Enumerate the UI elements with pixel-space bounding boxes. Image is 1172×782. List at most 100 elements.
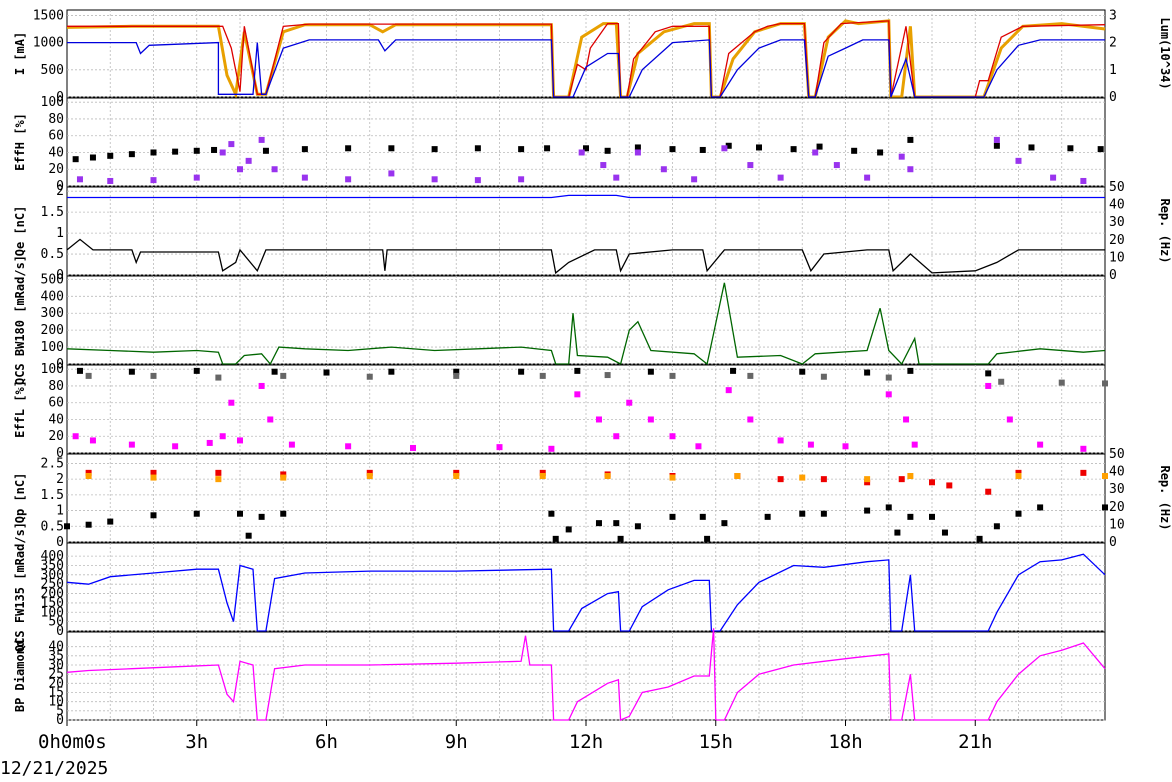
data-point-eff_black: [345, 145, 352, 152]
data-point-qp_orange: [669, 474, 676, 481]
data-point-eff_purple: [833, 162, 840, 169]
y-tick-label: 35: [48, 649, 64, 664]
data-point-eff_black: [790, 146, 797, 153]
data-point-eff_purple: [721, 145, 728, 152]
data-point-qp_red: [864, 479, 871, 486]
y-right-tick-label: 0: [1109, 535, 1117, 550]
y-right-tick-label: 3: [1109, 8, 1117, 23]
series-line-eff_black: [66, 238, 1105, 275]
y-tick-label: 50: [48, 615, 64, 630]
data-point-eff_purple: [1050, 174, 1057, 181]
data-point-eff_grey: [453, 372, 460, 379]
data-point-eff_black: [64, 523, 70, 530]
data-point-qp_red: [1015, 469, 1022, 476]
y-right-tick-label: 0: [1109, 90, 1117, 105]
y-tick-label: 1: [56, 504, 64, 519]
data-point-eff_black: [388, 368, 395, 375]
data-point-eff_black: [72, 156, 79, 163]
data-point-eff_black: [76, 367, 83, 374]
x-tick-label: 0h0m0s: [38, 731, 107, 753]
y-tick-label: 350: [41, 558, 64, 573]
data-point-eff_black: [128, 368, 135, 375]
data-point-eff_black: [1097, 146, 1104, 153]
y-tick-label: 5: [56, 704, 64, 719]
data-point-eff_black: [864, 369, 871, 376]
data-point-qp_red: [946, 482, 953, 489]
data-point-eff_magenta: [228, 399, 235, 406]
y-tick-label: 0: [56, 357, 64, 372]
y-tick-label: 300: [41, 306, 64, 321]
data-point-eff_grey: [998, 378, 1005, 385]
data-point-eff_purple: [150, 177, 157, 184]
data-point-eff_black: [669, 513, 676, 520]
data-point-eff_grey: [1058, 379, 1065, 386]
data-point-eff_purple: [219, 149, 226, 156]
data-point-eff_black: [518, 146, 525, 153]
data-point-qp_red: [777, 476, 784, 483]
x-tick-label: 21h: [958, 731, 992, 753]
y-tick-label: 0.5: [41, 247, 64, 262]
x-tick-label: 15h: [699, 731, 733, 753]
x-tick-label: 3h: [185, 731, 208, 753]
data-point-qp_red: [280, 471, 287, 478]
data-point-eff_magenta: [206, 439, 213, 446]
y-tick-label: 500: [41, 63, 64, 78]
y-tick-label: 20: [48, 162, 64, 177]
data-point-eff_purple: [993, 136, 1000, 143]
y-tick-label: 400: [41, 549, 64, 564]
data-point-eff_purple: [747, 162, 754, 169]
y-tick-label: 25: [48, 667, 64, 682]
y-right-tick-label: 10: [1109, 250, 1125, 265]
y-axis-label: Qp [nC]: [13, 473, 27, 524]
data-point-eff_purple: [474, 177, 481, 184]
data-point-eff_black: [613, 520, 620, 527]
data-point-eff_magenta: [410, 444, 416, 451]
data-point-eff_black: [453, 368, 460, 375]
data-point-eff_purple: [864, 174, 871, 181]
data-point-eff_purple: [691, 176, 698, 183]
y-tick-label: 80: [48, 379, 64, 394]
data-point-qp_red: [85, 469, 92, 476]
data-point-eff_black: [764, 513, 771, 520]
data-point-qp_red: [215, 469, 222, 476]
data-point-eff_purple: [301, 174, 308, 181]
data-point-eff_purple: [518, 176, 525, 183]
data-point-eff_black: [301, 146, 308, 153]
data-point-eff_purple: [237, 166, 243, 173]
data-point-eff_black: [604, 147, 611, 154]
data-point-eff_purple: [634, 149, 641, 156]
series-line-charge_blue: [67, 194, 1105, 199]
y-tick-label: 100: [41, 605, 64, 620]
data-point-eff_magenta: [985, 382, 992, 389]
y-tick-label: 150: [41, 596, 64, 611]
data-point-eff_grey: [539, 372, 546, 379]
data-point-eff_black: [271, 368, 278, 375]
data-point-eff_black: [907, 136, 914, 143]
data-point-qp_red: [453, 469, 460, 476]
data-point-qp_orange: [85, 473, 92, 479]
data-point-eff_magenta: [574, 391, 581, 398]
data-point-eff_magenta: [842, 443, 849, 450]
data-point-eff_black: [993, 523, 1000, 530]
data-point-eff_magenta: [647, 416, 654, 423]
y-right-axis-label: Lum(10^34): [1158, 17, 1172, 89]
data-point-qp_red: [539, 469, 546, 476]
y-tick-label: 80: [48, 112, 64, 127]
data-point-eff_grey: [366, 373, 373, 380]
data-point-eff_black: [574, 367, 581, 374]
data-point-qp_orange: [799, 474, 806, 481]
y-right-tick-label: 50: [1109, 180, 1125, 195]
data-point-eff_black: [193, 147, 200, 154]
data-point-eff_magenta: [1006, 416, 1013, 423]
data-point-qp_orange: [150, 474, 157, 481]
data-point-eff_black: [704, 535, 711, 542]
data-point-eff_purple: [345, 176, 352, 183]
data-point-eff_black: [1102, 504, 1108, 511]
y-tick-label: 0.5: [41, 519, 64, 534]
data-point-eff_magenta: [288, 441, 295, 448]
data-point-eff_purple: [76, 176, 83, 183]
data-point-eff_black: [634, 523, 641, 530]
